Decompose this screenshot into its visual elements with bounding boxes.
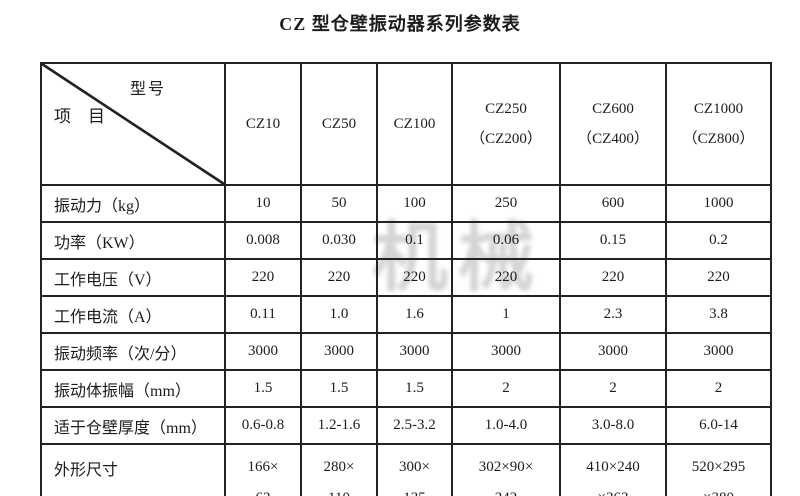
table-cell: 0.15 [559, 221, 667, 260]
table-cell: 1.0-4.0 [451, 406, 561, 445]
table-cell: 1.2-1.6 [300, 406, 378, 445]
table-cell: 50 [300, 184, 378, 223]
table-cell: 3000 [224, 332, 302, 371]
table-cell: 302×90× 242 [451, 443, 561, 496]
table-cell: 0.06 [451, 221, 561, 260]
table-cell: 520×295 ×380 [665, 443, 772, 496]
table-cell: 10 [224, 184, 302, 223]
row-label: 外形尺寸 [40, 443, 226, 496]
table-cell: 280× 110 [300, 443, 378, 496]
table-cell: 1000 [665, 184, 772, 223]
table-cell: 600 [559, 184, 667, 223]
table-cell: 220 [665, 258, 772, 297]
table-cell: 3000 [300, 332, 378, 371]
table-row: 功率（KW） 0.008 0.030 0.1 0.06 0.15 0.2 [40, 221, 772, 260]
table-cell: 3000 [376, 332, 453, 371]
table-cell: 2 [451, 369, 561, 408]
table-cell: 3000 [559, 332, 667, 371]
table-cell: 220 [559, 258, 667, 297]
table-cell: 0.030 [300, 221, 378, 260]
table-cell: 250 [451, 184, 561, 223]
table-cell: 3000 [451, 332, 561, 371]
table-cell: 0.008 [224, 221, 302, 260]
column-header-cz250: CZ250 （CZ200） [451, 62, 561, 186]
table-cell: 3000 [665, 332, 772, 371]
parameter-table: 型号 项 目 CZ10 CZ50 CZ100 CZ250 （CZ200） CZ6… [40, 62, 772, 496]
column-header-cz600: CZ600 （CZ400） [559, 62, 667, 186]
table-cell: 0.2 [665, 221, 772, 260]
table-cell: 300× 135 [376, 443, 453, 496]
table-row: 工作电流（A） 0.11 1.0 1.6 1 2.3 3.8 [40, 295, 772, 334]
table-cell: 166× 62 [224, 443, 302, 496]
corner-item-label: 项 目 [54, 107, 105, 126]
table-cell: 220 [300, 258, 378, 297]
table-cell: 1.5 [376, 369, 453, 408]
corner-cell: 型号 项 目 [40, 62, 226, 186]
column-header-cz50: CZ50 [300, 62, 378, 186]
table-row: 适于仓壁厚度（mm） 0.6-0.8 1.2-1.6 2.5-3.2 1.0-4… [40, 406, 772, 445]
table-cell: 100 [376, 184, 453, 223]
table-cell: 0.1 [376, 221, 453, 260]
table-row: 振动力（kg） 10 50 100 250 600 1000 [40, 184, 772, 223]
table-cell: 1 [451, 295, 561, 334]
table-cell: 3.8 [665, 295, 772, 334]
page-title: CZ 型仓壁振动器系列参数表 [279, 14, 521, 34]
table-cell: 1.5 [300, 369, 378, 408]
table-row: 工作电压（V） 220 220 220 220 220 220 [40, 258, 772, 297]
table-cell: 220 [224, 258, 302, 297]
row-label: 振动频率（次/分） [40, 332, 226, 371]
table-cell: 1.0 [300, 295, 378, 334]
table-row: 外形尺寸 166× 62 280× 110 300× 135 302×90× 2… [40, 443, 772, 496]
table-cell: 3.0-8.0 [559, 406, 667, 445]
column-header-cz1000: CZ1000 （CZ800） [665, 62, 772, 186]
corner-model-label: 型号 [126, 80, 171, 100]
table-cell: 220 [376, 258, 453, 297]
table-cell: 0.11 [224, 295, 302, 334]
table-cell: 2 [665, 369, 772, 408]
table-cell: 2 [559, 369, 667, 408]
header-row: 型号 项 目 CZ10 CZ50 CZ100 CZ250 （CZ200） CZ6… [40, 62, 772, 186]
row-label: 功率（KW） [40, 221, 226, 260]
table-cell: 6.0-14 [665, 406, 772, 445]
row-label: 振动体振幅（mm） [40, 369, 226, 408]
column-header-cz10: CZ10 [224, 62, 302, 186]
table-cell: 2.5-3.2 [376, 406, 453, 445]
row-label: 振动力（kg） [40, 184, 226, 223]
row-label: 工作电压（V） [40, 258, 226, 297]
table-row: 振动频率（次/分） 3000 3000 3000 3000 3000 3000 [40, 332, 772, 371]
column-header-cz100: CZ100 [376, 62, 453, 186]
table-cell: 1.6 [376, 295, 453, 334]
table-row: 振动体振幅（mm） 1.5 1.5 1.5 2 2 2 [40, 369, 772, 408]
table-cell: 410×240 ×363 [559, 443, 667, 496]
table-cell: 220 [451, 258, 561, 297]
table-cell: 0.6-0.8 [224, 406, 302, 445]
table-cell: 2.3 [559, 295, 667, 334]
row-label: 工作电流（A） [40, 295, 226, 334]
row-label: 适于仓壁厚度（mm） [40, 406, 226, 445]
diagonal-line [42, 64, 224, 184]
table-cell: 1.5 [224, 369, 302, 408]
